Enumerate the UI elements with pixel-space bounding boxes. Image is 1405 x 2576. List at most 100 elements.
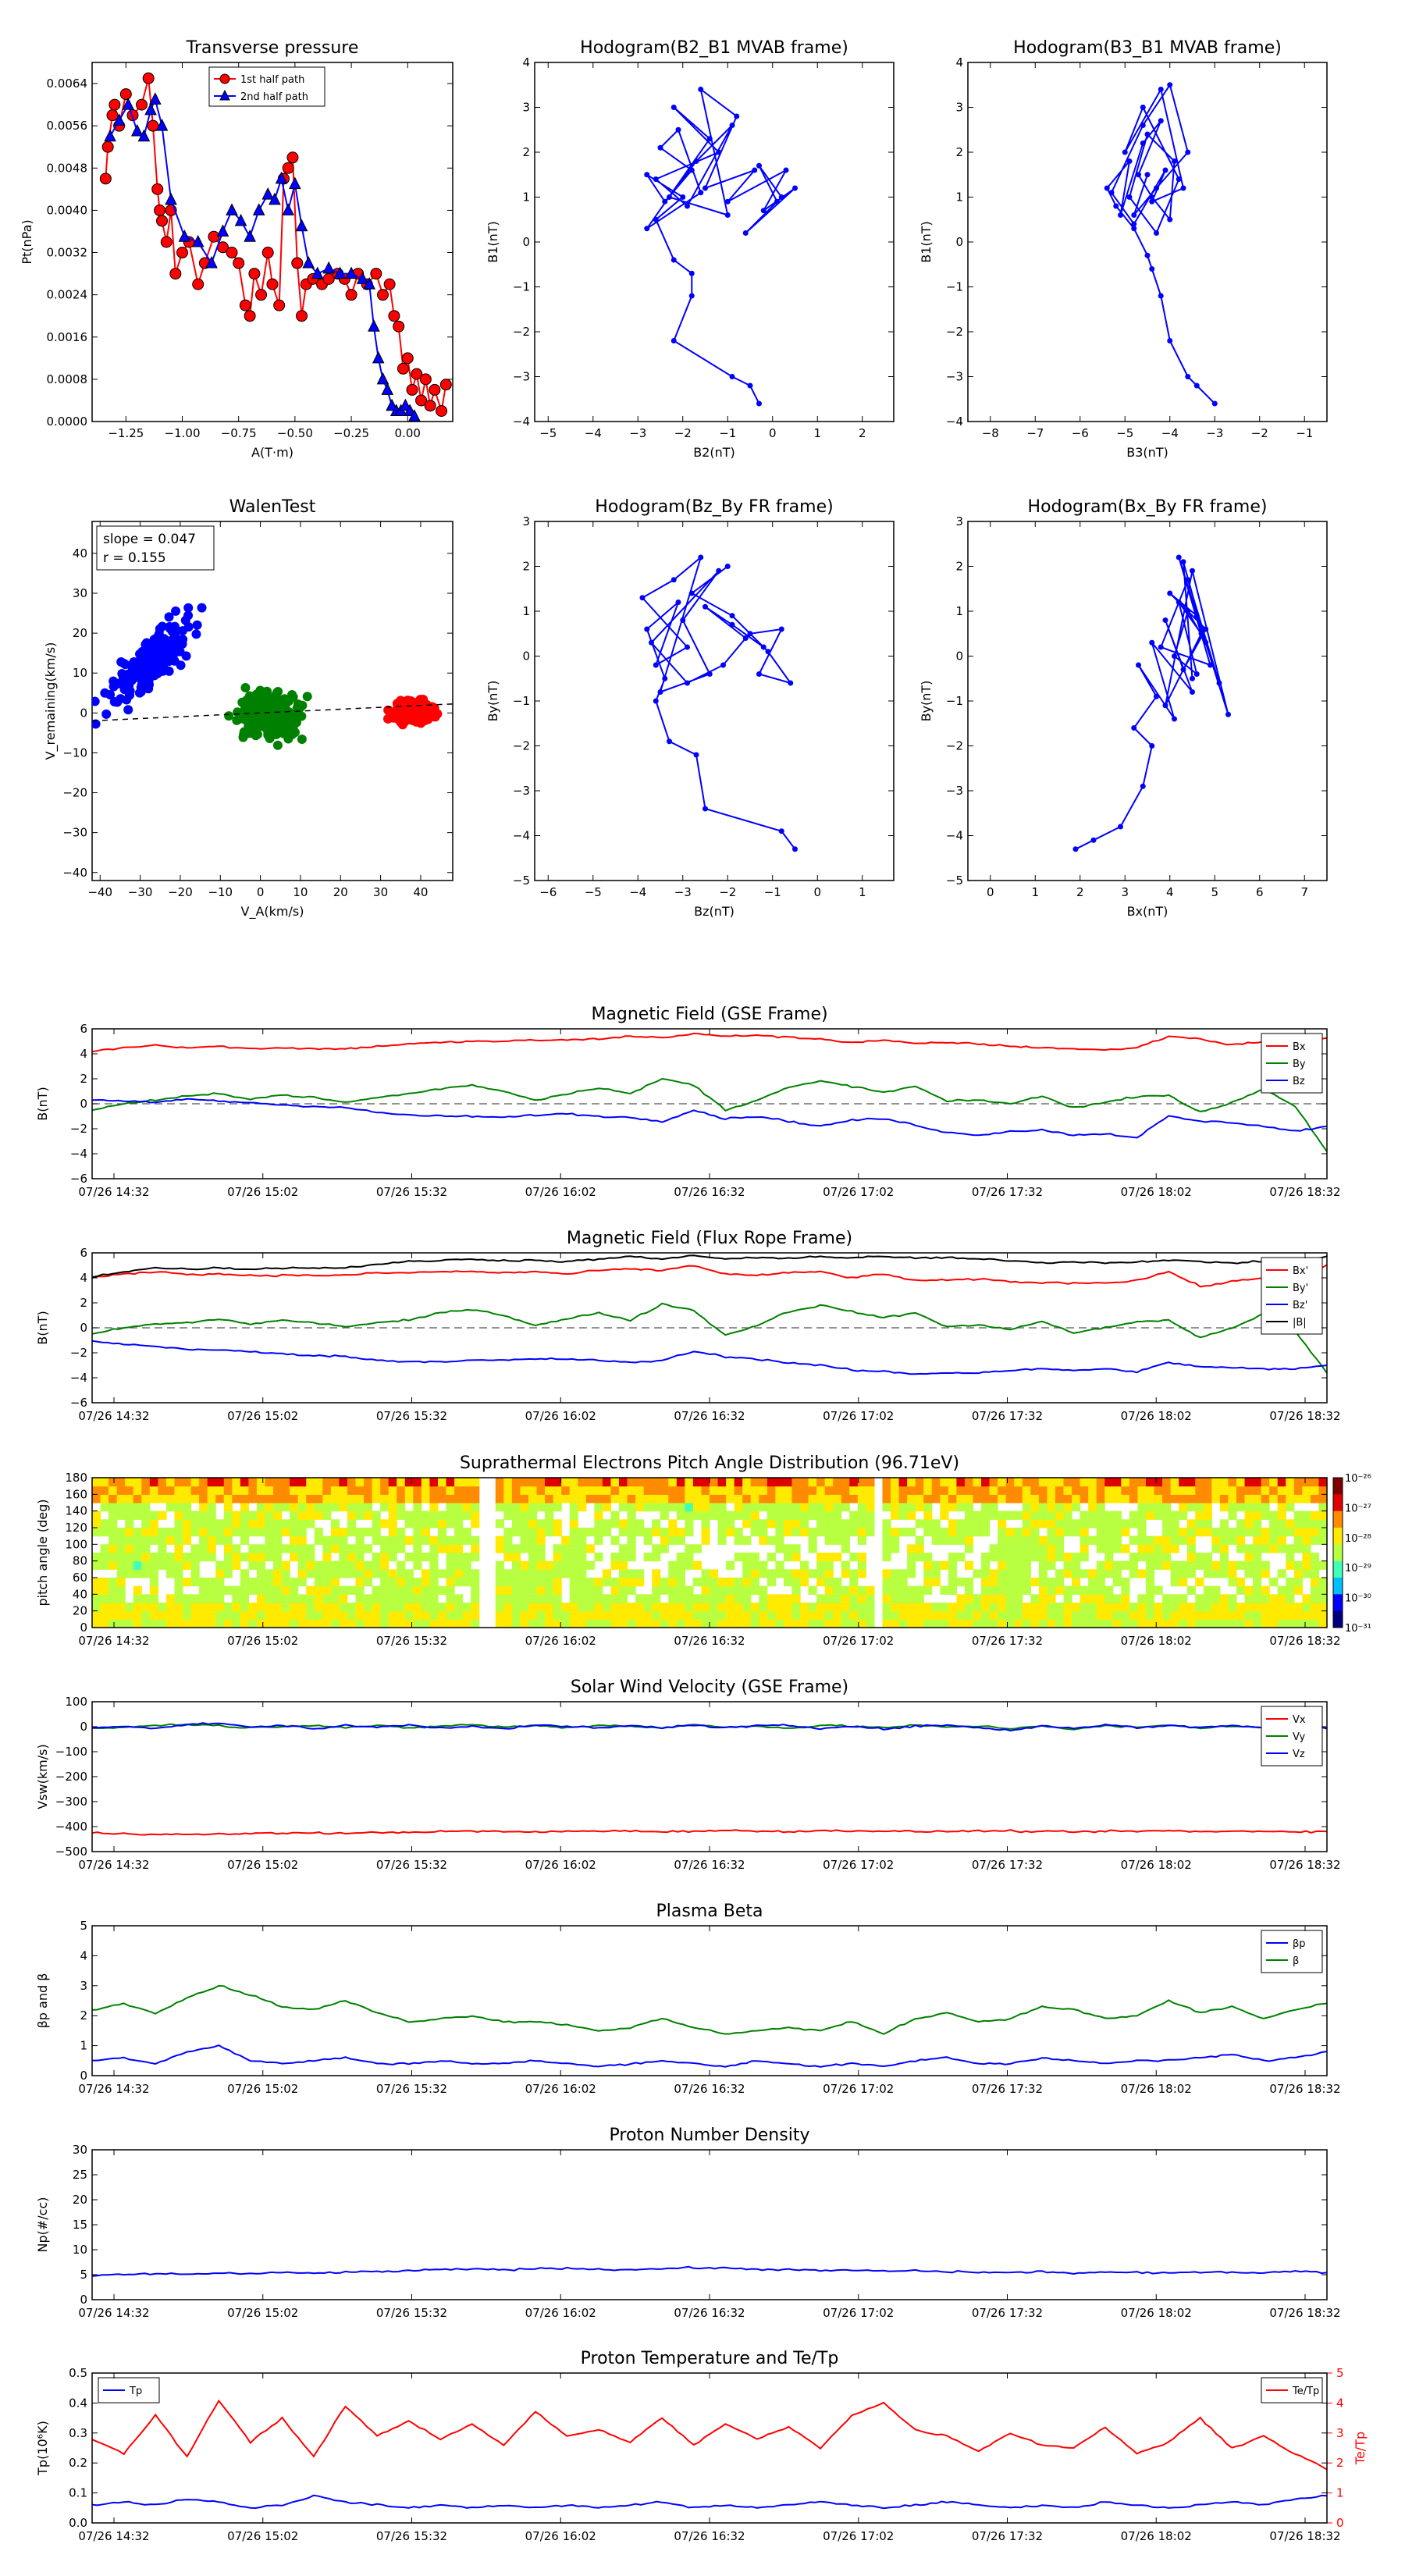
heatmap-cell [1310, 1519, 1320, 1528]
heatmap-cell [685, 1560, 694, 1570]
heatmap-cell [849, 1619, 859, 1628]
heatmap-cell [668, 1485, 678, 1495]
y-axis-label: Np(#/cc) [35, 2197, 50, 2253]
heatmap-cell [1310, 1585, 1320, 1595]
heatmap-cell [800, 1494, 809, 1503]
heatmap-cell [1145, 1603, 1155, 1612]
data-point [261, 247, 274, 259]
heatmap-cell [347, 1519, 357, 1528]
heatmap-cell [585, 1494, 595, 1503]
heatmap-cell [116, 1478, 126, 1487]
heatmap-cell [1104, 1594, 1114, 1603]
heatmap-cell [1261, 1503, 1270, 1512]
series-line [92, 2399, 1327, 2471]
heatmap-cell [380, 1544, 389, 1553]
heatmap-cell [1186, 1485, 1196, 1495]
heatmap-cell [783, 1519, 793, 1528]
heatmap-cell [404, 1594, 414, 1603]
heatmap-cell [297, 1478, 307, 1487]
heatmap-cell [429, 1569, 439, 1578]
heatmap-cell [388, 1619, 397, 1628]
heatmap-cell [1286, 1578, 1295, 1587]
heatmap-cell [223, 1553, 233, 1562]
data-point [149, 92, 162, 105]
heatmap-cell [372, 1610, 381, 1620]
x-tick-label: −20 [168, 885, 193, 899]
heatmap-cell [923, 1553, 933, 1562]
heatmap-cell [750, 1528, 759, 1537]
heatmap-cell [800, 1603, 809, 1612]
heatmap-cell [281, 1578, 290, 1587]
heatmap-cell [100, 1578, 109, 1587]
heatmap-cell [421, 1519, 431, 1528]
heatmap-cell [1072, 1603, 1081, 1612]
heatmap-cell [692, 1610, 702, 1620]
heatmap-cell [471, 1478, 480, 1487]
heatmap-cell [898, 1503, 908, 1512]
data-point [397, 362, 409, 375]
heatmap-cell [553, 1603, 562, 1612]
heatmap-cell [149, 1535, 158, 1545]
data-point [155, 119, 169, 131]
data-point [233, 257, 245, 269]
data-point [363, 276, 375, 290]
heatmap-cell [652, 1485, 661, 1495]
y-tick-label: −3 [513, 784, 530, 798]
heatmap-cell [1286, 1544, 1295, 1553]
heatmap-cell [511, 1610, 521, 1620]
heatmap-cell [1055, 1544, 1065, 1553]
heatmap-cell [215, 1610, 225, 1620]
y-tick-label: 6 [80, 1246, 87, 1260]
heatmap-cell [1170, 1528, 1179, 1537]
data-point [345, 266, 357, 279]
heatmap-cell [783, 1485, 793, 1495]
data-point [249, 720, 259, 731]
x-tick-label: 07/26 17:32 [972, 2529, 1043, 2543]
heatmap-cell [1154, 1560, 1163, 1570]
heatmap-cell [92, 1560, 101, 1570]
heatmap-cell [1286, 1494, 1295, 1503]
heatmap-cell [1302, 1528, 1311, 1537]
heatmap-cell [618, 1610, 628, 1620]
heatmap-cell [998, 1585, 1007, 1595]
data-point [291, 257, 304, 269]
data-point [282, 162, 294, 174]
heatmap-cell [816, 1503, 826, 1512]
data-point [244, 229, 256, 242]
heatmap-cell [710, 1594, 719, 1603]
heatmap-cell [256, 1585, 266, 1595]
heatmap-cell [734, 1478, 743, 1487]
heatmap-cell [1286, 1485, 1295, 1495]
heatmap-cell [306, 1585, 315, 1595]
heatmap-cell [199, 1585, 208, 1595]
heatmap-cell [446, 1603, 455, 1612]
heatmap-cell [569, 1560, 578, 1570]
heatmap-cell [183, 1535, 192, 1545]
series-line [92, 1264, 1327, 1288]
heatmap-cells [92, 1478, 1328, 1628]
heatmap-cell [866, 1510, 875, 1520]
x-tick-label: 07/26 18:32 [1269, 1185, 1340, 1199]
heatmap-cell [1195, 1553, 1204, 1562]
heatmap-cell [1236, 1610, 1246, 1620]
heatmap-cell [964, 1528, 974, 1537]
heatmap-cell [553, 1585, 562, 1595]
data-point [407, 703, 417, 713]
data-point [216, 224, 229, 237]
y-tick-label: 0 [80, 1621, 87, 1635]
heatmap-cell [891, 1494, 900, 1503]
y-tick-label: 0.0 [69, 2516, 87, 2530]
y-tick-label: 0 [522, 235, 530, 249]
heatmap-cell [248, 1585, 258, 1595]
heatmap-cell [849, 1553, 859, 1562]
heatmap-cell [717, 1494, 727, 1503]
heatmap-cell [199, 1519, 208, 1528]
heatmap-cell [1030, 1494, 1040, 1503]
data-point [716, 568, 722, 574]
heatmap-cell [1170, 1485, 1179, 1495]
y-tick-label: 3 [522, 101, 530, 115]
heatmap-cell [857, 1553, 866, 1562]
heatmap-cell [1080, 1528, 1089, 1537]
heatmap-cell [100, 1503, 109, 1512]
heatmap-cell [207, 1528, 216, 1537]
